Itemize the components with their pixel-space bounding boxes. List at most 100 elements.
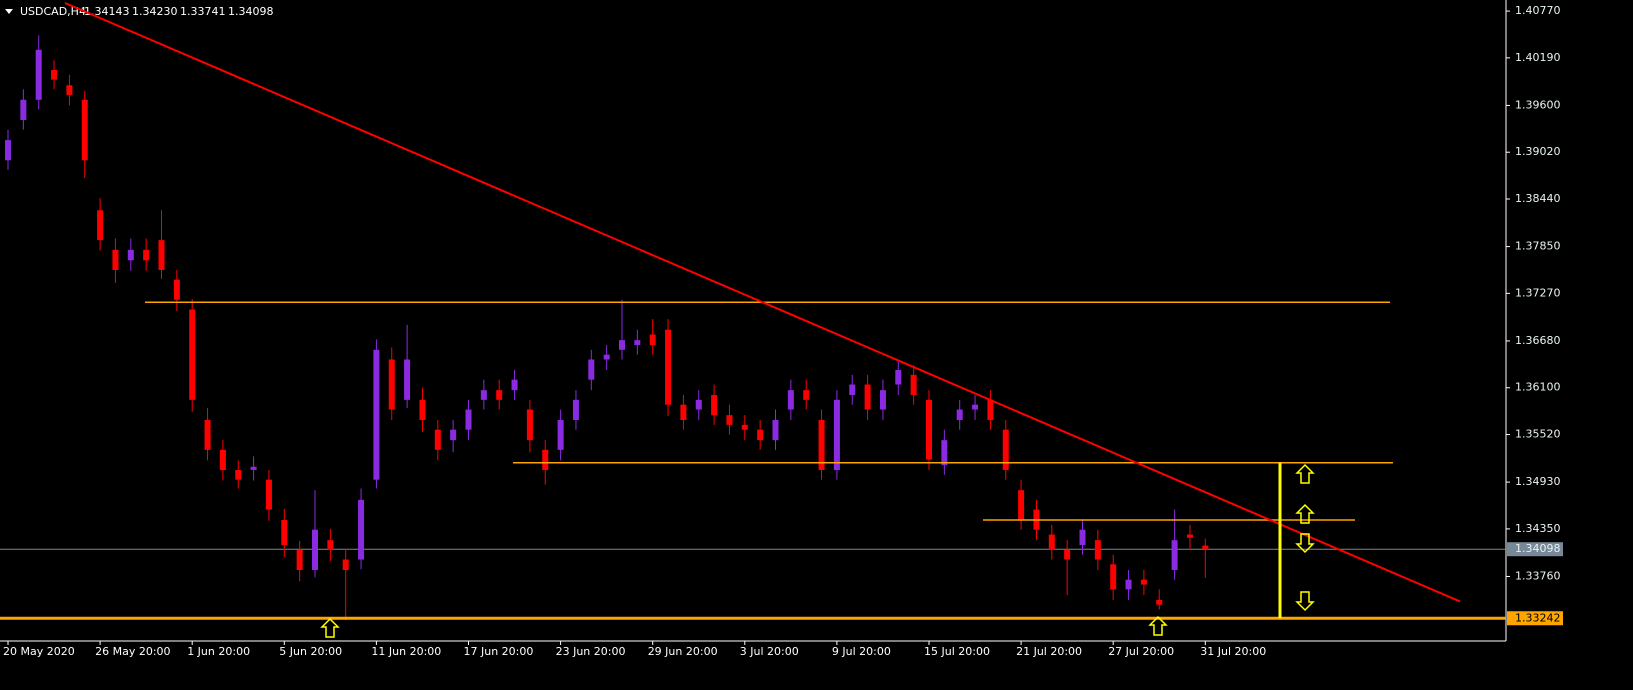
candle-body [1140, 579, 1147, 585]
arrow-up [1295, 463, 1315, 484]
candle-body [419, 399, 426, 420]
candle-body [97, 210, 104, 241]
candle-body [204, 419, 211, 450]
candle-body [879, 390, 886, 410]
support-label: 1.33242 [1515, 611, 1561, 624]
x-tick-label: 5 Jun 20:00 [279, 645, 342, 658]
x-tick-label: 23 Jun 20:00 [556, 645, 626, 658]
candle-body [726, 415, 733, 425]
candle-body [557, 419, 564, 450]
menu-triangle[interactable] [5, 9, 13, 14]
candle-body [404, 359, 411, 400]
candle-body [66, 85, 73, 95]
candle-body [51, 69, 58, 80]
candle-body [956, 409, 963, 420]
x-tick-label: 26 May 20:00 [95, 645, 170, 658]
candle-body [588, 359, 595, 380]
x-tick-label: 21 Jul 20:00 [1016, 645, 1082, 658]
y-tick-label: 1.36100 [1515, 381, 1561, 394]
x-tick-label: 29 Jun 20:00 [648, 645, 718, 658]
candle-body [358, 499, 365, 560]
bid-label: 1.34098 [1515, 542, 1561, 555]
candle-body [1186, 534, 1193, 538]
candle-body [757, 429, 764, 441]
arrow-up [1295, 503, 1315, 524]
candle-body [1202, 545, 1209, 550]
x-tick-label: 15 Jul 20:00 [924, 645, 990, 658]
candle-body [572, 399, 579, 420]
candle-body [910, 374, 917, 395]
candle-body [434, 429, 441, 450]
candle-body [634, 340, 641, 345]
candle-body [480, 390, 487, 400]
x-tick-label: 17 Jun 20:00 [464, 645, 534, 658]
x-tick-label: 9 Jul 20:00 [832, 645, 891, 658]
candle-body [772, 419, 779, 441]
candle-body [173, 279, 180, 300]
candle-body [1002, 429, 1009, 471]
x-tick-label: 20 May 2020 [3, 645, 75, 658]
candle-body [296, 549, 303, 571]
candle-body [143, 249, 150, 261]
candle-body [526, 409, 533, 441]
candle-body [941, 440, 948, 466]
candle-body [342, 559, 349, 571]
candle-body [388, 359, 395, 410]
candle-body [219, 449, 226, 471]
trendline [64, 2, 1461, 603]
candle-body [787, 390, 794, 410]
quote-value: 1.34230 [132, 5, 178, 18]
arrow-down [1295, 533, 1315, 554]
candle-body [1125, 579, 1132, 590]
y-tick-label: 1.37850 [1515, 240, 1561, 253]
x-tick-label: 1 Jun 20:00 [187, 645, 250, 658]
quote-value: 1.34143 [84, 5, 130, 18]
candle-body [695, 399, 702, 410]
y-tick-label: 1.38440 [1515, 192, 1561, 205]
candle-body [987, 399, 994, 420]
y-tick-label: 1.33760 [1515, 569, 1561, 582]
y-tick-label: 1.40190 [1515, 51, 1561, 64]
candle-body [665, 329, 672, 405]
candle-body [1064, 549, 1071, 560]
candle-body [833, 399, 840, 471]
candle-body [281, 520, 288, 546]
quote-value: 1.34098 [228, 5, 274, 18]
candle-body [373, 349, 380, 480]
candle-body [1048, 534, 1055, 550]
arrow-up [1148, 615, 1168, 636]
candle-body [20, 99, 27, 120]
candle-body [465, 409, 472, 430]
candle-body [1171, 540, 1178, 571]
x-tick-label: 3 Jul 20:00 [740, 645, 799, 658]
bid-label-box [1507, 542, 1563, 557]
y-tick-label: 1.34350 [1515, 522, 1561, 535]
candle-body [849, 384, 856, 395]
candle-body [189, 309, 196, 400]
candle-body [972, 404, 979, 410]
symbol: USDCAD,H4 [20, 5, 86, 18]
y-tick-label: 1.34930 [1515, 475, 1561, 488]
candle-body [649, 334, 656, 345]
candle-body [496, 390, 503, 400]
x-tick-label: 27 Jul 20:00 [1108, 645, 1174, 658]
candle-body [5, 140, 11, 161]
candle-body [1079, 529, 1086, 546]
candle-body [1156, 599, 1163, 605]
y-tick-label: 1.39600 [1515, 98, 1561, 111]
candle-body [803, 390, 810, 400]
candle-body [603, 354, 610, 360]
candle-body [926, 399, 932, 460]
y-tick-label: 1.35520 [1515, 428, 1561, 441]
candle-body [450, 429, 457, 441]
candle-body [542, 449, 549, 471]
candle-body [680, 404, 687, 420]
candle-body [1110, 564, 1117, 590]
candle-body [1018, 490, 1025, 521]
arrow-up [320, 617, 340, 638]
candle-body [250, 466, 257, 471]
y-tick-label: 1.36680 [1515, 334, 1561, 347]
arrow-down [1295, 591, 1315, 612]
